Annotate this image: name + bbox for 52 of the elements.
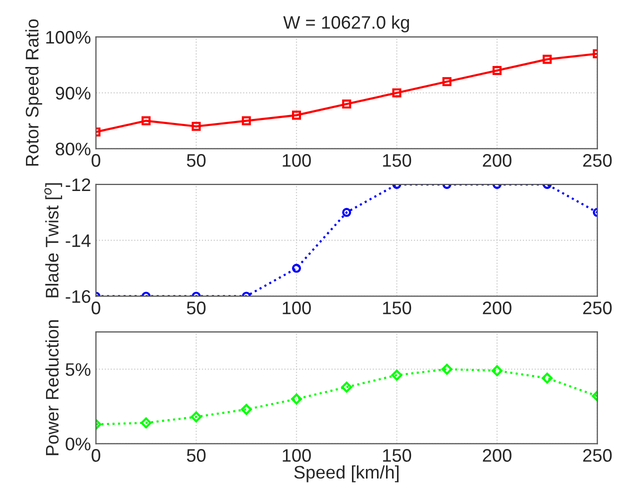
- point: [442, 77, 452, 86]
- point: [242, 116, 251, 126]
- x-tick-label: 100: [282, 449, 311, 462]
- point: [542, 54, 552, 64]
- y-axis-title: Blade Twist [$^{o}$]: [44, 183, 62, 298]
- y-tick-label: -16: [66, 290, 90, 303]
- x-tick-label: 50: [186, 154, 206, 167]
- y-tick-label: 80%: [56, 142, 90, 156]
- point: [492, 365, 503, 376]
- y-tick-label: 90%: [56, 86, 90, 100]
- x-tick-label: 50: [186, 449, 206, 462]
- x-tick-label: 200: [482, 449, 512, 462]
- point: [342, 100, 352, 109]
- x-tick-label: 0: [92, 154, 100, 167]
- x-tick-label: 0: [92, 302, 100, 314]
- x-tick-label: 150: [383, 154, 412, 167]
- point: [392, 88, 402, 98]
- y-tick-label: -14: [66, 234, 91, 247]
- point: [492, 66, 502, 76]
- line-series: [96, 184, 598, 296]
- point: [142, 116, 151, 126]
- point: [542, 372, 553, 384]
- x-tick-label: 250: [583, 154, 612, 167]
- x-tick-label: 200: [482, 302, 512, 314]
- x-tick-label: 0: [92, 449, 100, 462]
- x-tick-label: 250: [583, 302, 612, 314]
- x-tick-label: 100: [282, 302, 311, 314]
- x-tick-label: 50: [186, 302, 206, 314]
- x-tick-label: 200: [482, 154, 512, 167]
- x-tick-label: 100: [282, 154, 311, 167]
- point: [192, 122, 201, 131]
- x-tick-label: 150: [383, 302, 412, 314]
- point: [190, 411, 202, 422]
- y-tick-label: 5%: [66, 363, 90, 376]
- point: [441, 364, 452, 375]
- point: [292, 110, 302, 120]
- y-tick-label: -12: [66, 178, 90, 192]
- point: [140, 417, 152, 428]
- y-axis-title: Rotor Speed Ratio: [25, 19, 42, 166]
- point: [240, 404, 252, 415]
- point: [291, 394, 302, 404]
- y-axis-title: Power Reduction: [45, 320, 59, 456]
- y-tick-label: 0%: [66, 438, 90, 450]
- point: [292, 264, 302, 273]
- y-tick-label: 100%: [46, 30, 90, 44]
- chart-title: W = 10627.0 kg: [283, 16, 409, 32]
- x-tick-label: 250: [583, 449, 612, 462]
- point: [391, 370, 402, 381]
- point: [341, 382, 352, 393]
- x-axis-title: Speed [km/h]: [294, 465, 399, 482]
- point: [342, 208, 352, 217]
- x-tick-label: 150: [383, 449, 412, 462]
